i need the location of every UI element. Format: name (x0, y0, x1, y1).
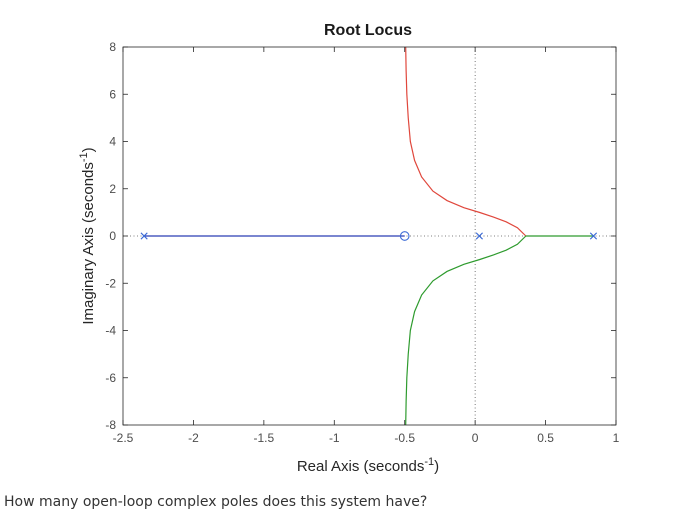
x-tick-label: 0 (472, 431, 479, 445)
y-axis-title-text: Imaginary Axis (seconds (80, 162, 97, 325)
y-tick-label: -4 (105, 324, 116, 338)
x-axis-unit-exponent: -1 (424, 456, 434, 468)
x-axis-title-text: Real Axis (seconds (297, 458, 425, 475)
pole-marker-3 (589, 232, 598, 240)
question-text: How many open-loop complex poles does th… (4, 494, 428, 510)
x-tick-label: -1.5 (254, 431, 275, 445)
y-tick-label: 6 (109, 87, 116, 101)
x-tick-label: -1 (329, 431, 340, 445)
x-tick-label: -2 (188, 431, 199, 445)
y-tick-label: 2 (109, 182, 116, 196)
x-tick-label: -0.5 (394, 431, 415, 445)
y-axis-title-close: ) (80, 147, 97, 152)
y-axis-unit-exponent: -1 (78, 152, 90, 162)
locus-branch-2 (405, 46, 527, 237)
y-tick-label: 0 (109, 229, 116, 243)
chart-title: Root Locus (324, 22, 412, 39)
zero-marker-1 (399, 231, 410, 241)
x-tick-label: 0.5 (537, 431, 554, 445)
y-axis-title: Imaginary Axis (seconds-1) (78, 147, 97, 324)
plot-area: -2.5 -2 -1.5 -1 -0.5 0 0.5 1 -8 -6 -4 -2 0 2 4 6 8 (105, 40, 619, 445)
pole-marker-2 (475, 232, 483, 240)
y-tick-label: -2 (105, 276, 116, 290)
y-tick-label: -8 (105, 418, 116, 432)
x-tick-label: -2.5 (113, 431, 134, 445)
y-tick-label: -6 (105, 371, 116, 385)
x-tick-label: 1 (613, 431, 620, 445)
locus-branch-3 (405, 235, 527, 426)
y-tick-label: 4 (109, 135, 116, 149)
x-axis-title: Real Axis (seconds-1) (297, 456, 439, 475)
pole-marker-1 (140, 232, 148, 240)
x-axis-title-close: ) (434, 458, 439, 475)
root-locus-figure: Root Locus -2.5 -2 -1.5 -1 -0.5 0 0.5 1-8-6-4-2… (78, 22, 620, 475)
y-tick-label: 8 (109, 40, 116, 54)
